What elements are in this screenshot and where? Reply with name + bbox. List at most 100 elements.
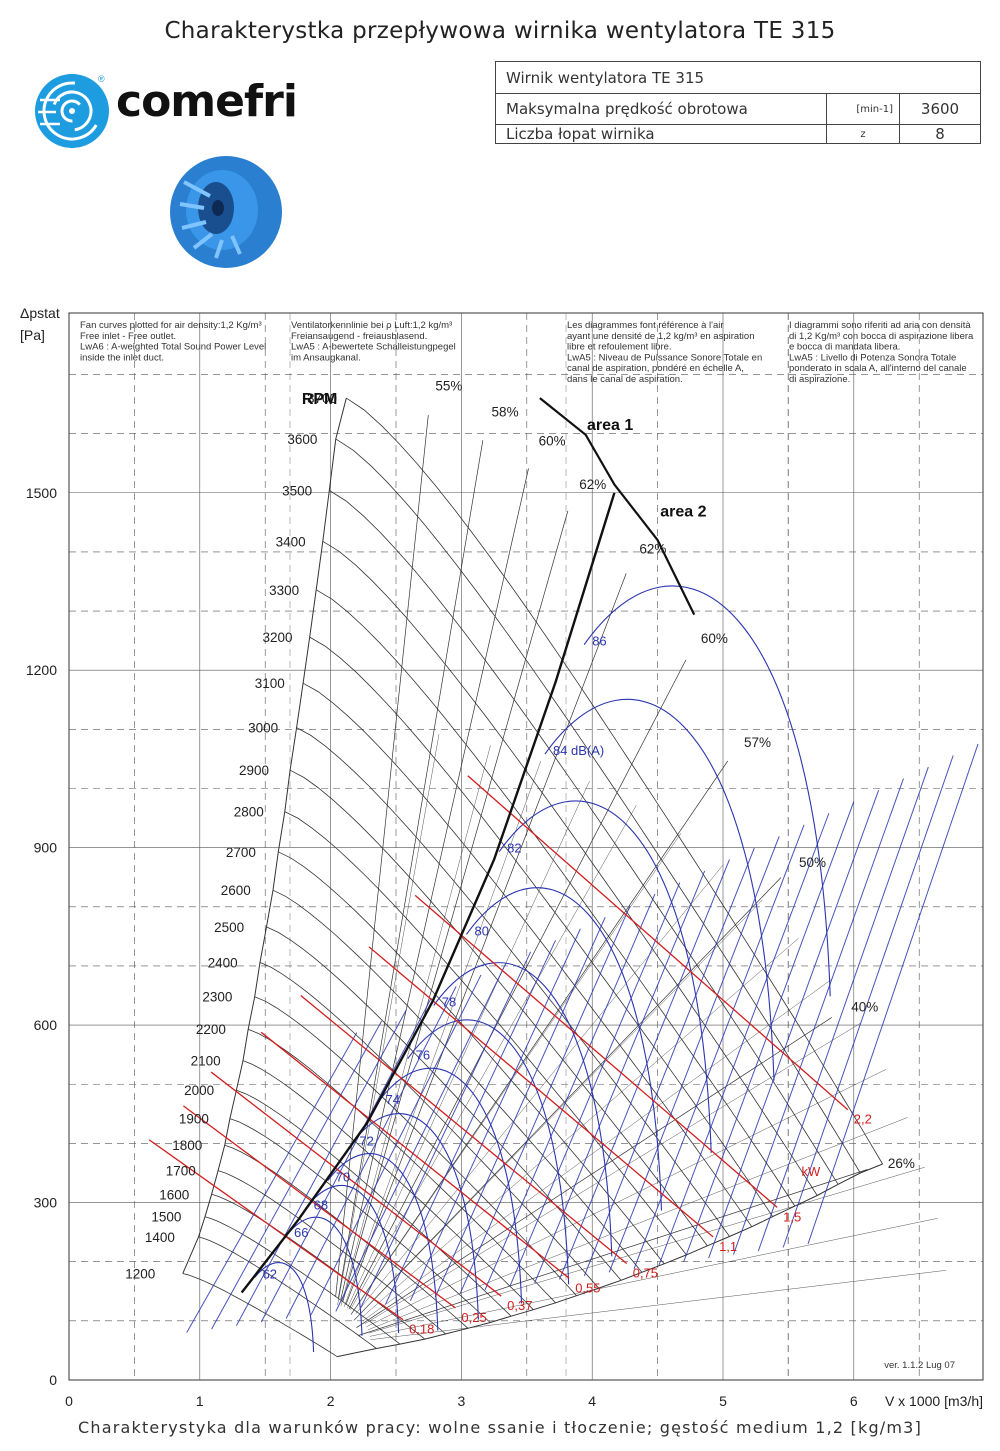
rpm-label: 3100 xyxy=(255,676,285,691)
sound-curve xyxy=(305,1184,400,1334)
power-curve xyxy=(148,1139,404,1321)
sound-line xyxy=(409,928,581,1301)
efficiency-ray xyxy=(348,659,687,1310)
rpm-label: 3600 xyxy=(287,432,317,447)
power-curve xyxy=(368,946,714,1238)
sound-curve xyxy=(350,1113,479,1320)
rpm-curve xyxy=(284,811,687,1256)
note-line: libre et refoulement libre. xyxy=(567,342,672,353)
chart-labels: 0 1 2 3 4 5 6 0 300 600 900 1200 1500 Δpstat [Pa] V x 1… xyxy=(20,305,983,1409)
efficiency-ray xyxy=(342,510,569,1302)
system-line xyxy=(337,734,440,1306)
efficiency-ray xyxy=(350,760,729,1315)
efficiency-label: 62% xyxy=(579,477,606,492)
stall-line xyxy=(539,397,696,616)
rpm-label: 1800 xyxy=(172,1138,202,1153)
rpm-label: 2800 xyxy=(234,805,264,820)
note-line: ayant une densité de 1,2 kg/m³ en aspira… xyxy=(567,331,754,342)
system-line xyxy=(369,1218,938,1337)
note-line: inside the inlet duct. xyxy=(80,352,164,363)
sound-curve xyxy=(433,962,613,1257)
sound-curve xyxy=(285,1216,363,1336)
y-tick-label: 900 xyxy=(34,840,58,856)
note-line: im Ansaugkanal. xyxy=(291,352,361,363)
area-boundary-line xyxy=(240,492,616,1294)
sound-line xyxy=(335,963,507,1312)
note-line: dans le canal de aspiration. xyxy=(567,374,683,385)
sound-line xyxy=(385,940,556,1305)
sound-level-label: 70 xyxy=(336,1170,350,1185)
comefri-logo: comefri ® xyxy=(34,72,314,152)
rpm-label: 2300 xyxy=(202,990,232,1005)
note-line: di 1,2 Kg/m³ con bocca di aspirazione li… xyxy=(789,331,974,342)
rpm-label: 3300 xyxy=(269,583,299,598)
sound-level-label: 66 xyxy=(294,1225,308,1240)
x-tick-label: 3 xyxy=(458,1393,466,1409)
rpm-curve xyxy=(242,1060,534,1310)
sound-curve xyxy=(466,887,663,1211)
note-line: Free inlet - Free outlet. xyxy=(80,331,176,342)
x-tick-label: 0 xyxy=(65,1393,73,1409)
system-line xyxy=(355,864,724,1314)
rpm-curve xyxy=(204,1216,401,1345)
sound-line xyxy=(683,801,855,1262)
efficiency-label: 60% xyxy=(539,433,566,448)
note-line: Fan curves plotted for air density:1,2 K… xyxy=(80,320,262,331)
power-curve xyxy=(210,1071,502,1297)
x-tick-label: 4 xyxy=(588,1393,596,1409)
sound-level-label: 74 xyxy=(386,1092,400,1107)
sound-line xyxy=(807,743,979,1245)
rpm-label: 2500 xyxy=(214,920,244,935)
sound-level-label: 72 xyxy=(359,1133,373,1148)
power-curves xyxy=(148,775,849,1321)
efficiency-ray xyxy=(338,440,484,1298)
y-tick-label: 1200 xyxy=(26,662,57,678)
brand-name: comefri xyxy=(116,76,298,127)
efficiency-label: 40% xyxy=(851,999,878,1014)
power-label: 0,37 xyxy=(507,1298,532,1313)
rpm-curve xyxy=(198,1236,377,1349)
sound-line xyxy=(434,916,606,1298)
sound-line xyxy=(782,755,954,1248)
system-line xyxy=(366,1069,887,1327)
sound-level-label: 84 dB(A) xyxy=(553,743,604,758)
spec-unit-blades: z xyxy=(826,124,900,144)
rpm-label: 1600 xyxy=(159,1187,189,1202)
rpm-label: 3700 xyxy=(307,391,337,406)
sound-line xyxy=(509,882,681,1287)
operating-envelope-left xyxy=(182,397,347,1274)
efficiency-label: 50% xyxy=(799,855,826,870)
system-line xyxy=(370,1270,947,1340)
rpm-curve xyxy=(289,769,708,1247)
system-line xyxy=(368,1166,925,1334)
sound-line xyxy=(310,974,482,1316)
spec-name: Wirnik wentylatora TE 315 xyxy=(495,61,981,94)
power-label: 0,75 xyxy=(633,1266,658,1281)
sound-level-label: 82 xyxy=(507,841,521,856)
y-axis-label: Δpstat xyxy=(20,305,60,321)
y-tick-label: 600 xyxy=(34,1017,58,1033)
spec-label-speed: Maksymalna prędkość obrotowa xyxy=(495,93,827,125)
chart-notes: Fan curves plotted for air density:1,2 K… xyxy=(80,320,974,385)
sound-line xyxy=(708,789,880,1259)
sound-line xyxy=(732,778,904,1255)
sound-line xyxy=(658,813,830,1266)
efficiency-label: 26% xyxy=(888,1156,915,1171)
note-line: LwA5 : Niveau de Puissance Sonore Totale… xyxy=(567,352,762,363)
efficiency-ray xyxy=(335,414,429,1297)
power-label: 0,25 xyxy=(461,1310,486,1325)
sound-level-label: 78 xyxy=(442,994,456,1009)
area-boundaries xyxy=(240,397,696,1294)
sound-line xyxy=(534,870,706,1284)
sound-line xyxy=(285,986,457,1319)
x-tick-label: 6 xyxy=(850,1393,858,1409)
spec-table: Wirnik wentylatora TE 315 Maksymalna prę… xyxy=(495,61,981,144)
system-line xyxy=(350,805,637,1310)
efficiency-ray xyxy=(345,573,627,1305)
note-line: di aspirazione. xyxy=(789,374,850,385)
sound-line xyxy=(757,766,929,1252)
rpm-curve xyxy=(254,996,577,1296)
rpm-curve xyxy=(322,540,818,1196)
rpm-label: 1700 xyxy=(166,1164,196,1179)
plot-frame xyxy=(68,312,984,1381)
